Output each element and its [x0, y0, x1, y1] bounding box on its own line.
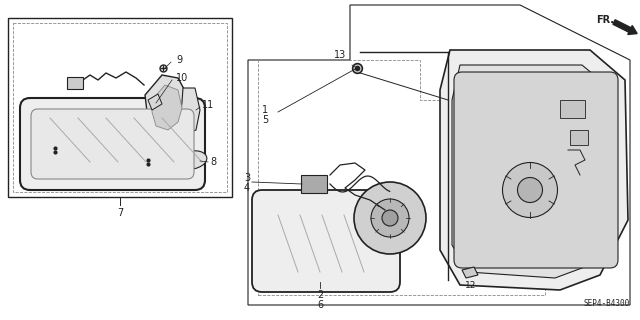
Text: 4: 4 [244, 183, 250, 193]
Polygon shape [152, 85, 182, 130]
Text: SEP4-B4300: SEP4-B4300 [584, 299, 630, 308]
Ellipse shape [371, 199, 409, 237]
Text: 7: 7 [117, 208, 123, 218]
Text: FR.: FR. [596, 15, 614, 25]
Ellipse shape [382, 210, 398, 226]
Ellipse shape [502, 163, 557, 218]
Text: 9: 9 [176, 55, 182, 65]
FancyBboxPatch shape [20, 98, 205, 190]
Text: 11: 11 [202, 100, 214, 110]
Text: 2: 2 [317, 290, 323, 300]
Polygon shape [145, 75, 190, 140]
Ellipse shape [177, 151, 207, 169]
Polygon shape [148, 94, 162, 110]
Text: 5: 5 [262, 115, 268, 125]
FancyBboxPatch shape [252, 190, 400, 292]
Bar [13, 23, 227, 192]
Text: 6: 6 [317, 300, 323, 310]
FancyArrow shape [613, 20, 637, 35]
FancyBboxPatch shape [454, 72, 618, 268]
Text: 8: 8 [210, 157, 216, 167]
Bar [570, 130, 588, 145]
Ellipse shape [518, 178, 543, 203]
Text: 10: 10 [176, 73, 188, 83]
Polygon shape [248, 5, 630, 305]
Polygon shape [440, 50, 628, 290]
Bar [560, 100, 585, 118]
Text: 12: 12 [465, 282, 476, 291]
FancyBboxPatch shape [31, 109, 194, 179]
Bar [8, 18, 232, 197]
Text: 3: 3 [244, 173, 250, 183]
FancyBboxPatch shape [67, 77, 83, 89]
Polygon shape [452, 65, 615, 278]
Text: 13: 13 [334, 50, 346, 60]
Text: 1: 1 [262, 105, 268, 115]
Ellipse shape [354, 182, 426, 254]
FancyBboxPatch shape [301, 175, 327, 193]
Polygon shape [180, 88, 200, 135]
Polygon shape [462, 267, 478, 278]
